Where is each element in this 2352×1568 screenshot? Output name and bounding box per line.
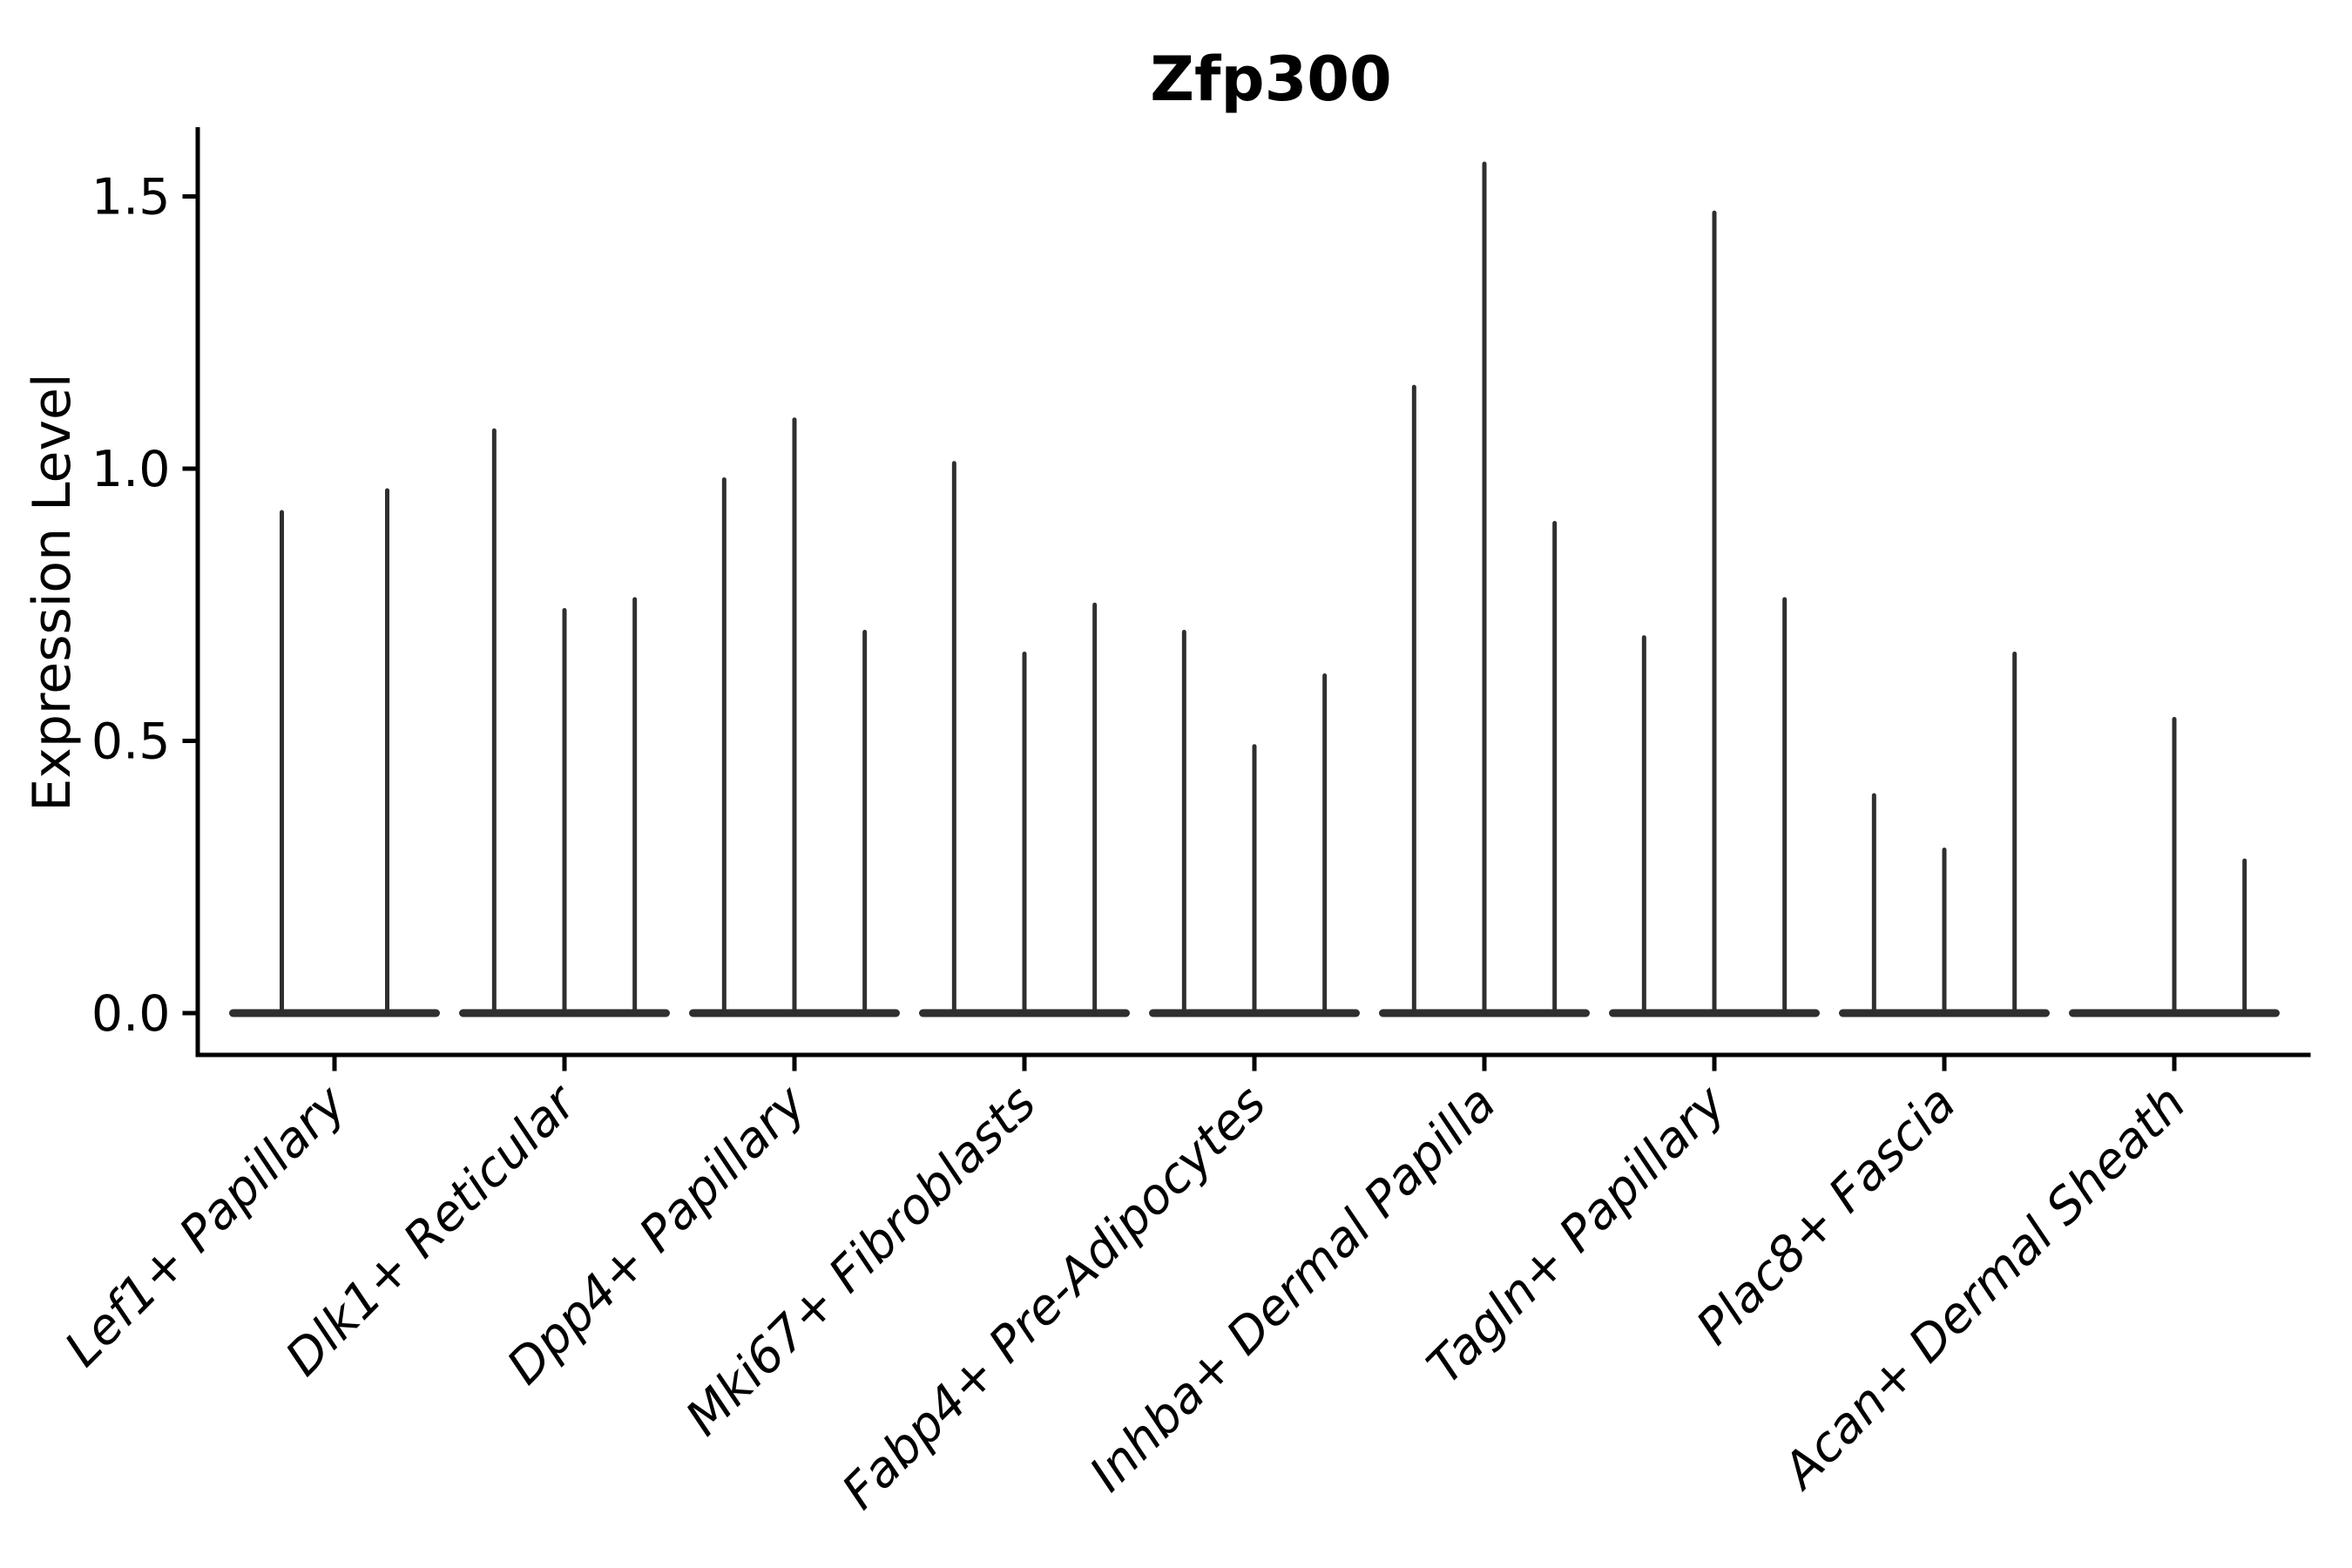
x-tick	[1482, 1057, 1487, 1071]
violin-category	[2069, 717, 2280, 1017]
y-axis: 0.0 0.5 1.0 1.5	[91, 168, 196, 1043]
x-tick	[332, 1057, 337, 1071]
violin-category	[689, 417, 900, 1017]
x-tick-label: Acan+ Dermal Sheath	[1771, 1075, 2197, 1501]
violin-category	[1379, 161, 1590, 1017]
y-tick-label: 0.0	[91, 985, 171, 1043]
x-tick	[1712, 1057, 1717, 1071]
x-tick-label: Fabp4+ Pre-Adipocytes	[832, 1075, 1277, 1520]
violin-category	[459, 428, 670, 1017]
y-tick-label: 1.0	[91, 441, 171, 498]
violin-category	[919, 461, 1130, 1017]
bottom-spine	[195, 1052, 2311, 1058]
x-tick	[1022, 1057, 1027, 1071]
left-spine	[195, 127, 200, 1058]
y-tick	[182, 194, 196, 199]
y-tick-label: 0.5	[91, 713, 171, 770]
violin-category	[1609, 210, 1820, 1017]
violin-category	[229, 488, 440, 1017]
y-tick	[182, 1010, 196, 1016]
axes-spines	[195, 127, 2311, 1058]
violin-category	[1149, 630, 1360, 1017]
x-tick	[792, 1057, 797, 1071]
chart-title: Zfp300	[1150, 44, 1391, 115]
x-tick	[2172, 1057, 2177, 1071]
x-tick	[562, 1057, 567, 1071]
x-tick	[1252, 1057, 1257, 1071]
x-tick	[1942, 1057, 1947, 1071]
violin-base	[229, 1009, 440, 1017]
y-tick	[182, 739, 196, 743]
y-tick	[182, 466, 196, 471]
violins-group	[229, 161, 2280, 1017]
y-axis-label: Expression Level	[22, 373, 83, 811]
x-tick-label: Inhba+ Dermal Papilla	[1079, 1075, 1507, 1503]
y-tick-label: 1.5	[91, 168, 171, 226]
violin-category	[1839, 652, 2050, 1017]
